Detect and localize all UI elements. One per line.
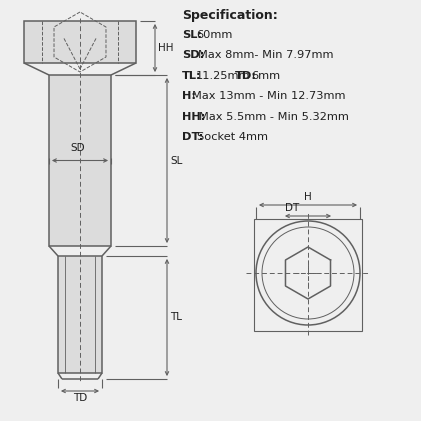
Text: H: H xyxy=(304,192,312,202)
Text: DT: DT xyxy=(285,203,299,213)
Text: TL:: TL: xyxy=(182,70,202,80)
Bar xyxy=(58,256,102,373)
Text: TL: TL xyxy=(170,312,182,322)
Text: 6mm: 6mm xyxy=(251,70,280,80)
Text: DT:: DT: xyxy=(182,132,203,142)
Bar xyxy=(49,75,111,246)
Text: TD:: TD: xyxy=(235,70,257,80)
Text: SD: SD xyxy=(71,142,85,152)
FancyBboxPatch shape xyxy=(24,21,136,63)
Text: Max 13mm - Min 12.73mm: Max 13mm - Min 12.73mm xyxy=(192,91,346,101)
Text: 60mm: 60mm xyxy=(197,29,233,40)
Text: 11.25mm: 11.25mm xyxy=(196,70,250,80)
Text: Max 8mm- Min 7.97mm: Max 8mm- Min 7.97mm xyxy=(198,50,333,60)
Text: SL: SL xyxy=(170,155,182,165)
Text: Socket 4mm: Socket 4mm xyxy=(197,132,269,142)
Text: TD: TD xyxy=(73,393,87,403)
Text: SD:: SD: xyxy=(182,50,204,60)
Text: Specification:: Specification: xyxy=(182,9,278,22)
Text: HH: HH xyxy=(158,43,173,53)
Text: Max 5.5mm - Min 5.32mm: Max 5.5mm - Min 5.32mm xyxy=(199,112,349,122)
Bar xyxy=(254,219,362,331)
Text: HH:: HH: xyxy=(182,112,205,122)
Text: H:: H: xyxy=(182,91,196,101)
Text: SL:: SL: xyxy=(182,29,202,40)
